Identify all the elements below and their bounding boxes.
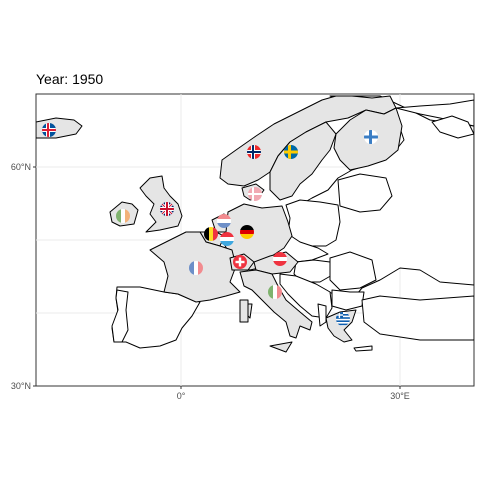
- y-tick-label: 60°N: [11, 162, 31, 172]
- belgium-flag-icon: [204, 227, 218, 241]
- country-turkey: [361, 295, 474, 341]
- x-axis: 0° 30°E: [177, 386, 410, 401]
- country-sweden: [269, 121, 337, 201]
- country-crete: [353, 345, 373, 352]
- country-bulgaria: [331, 289, 365, 311]
- switzerland-flag-icon: [233, 255, 247, 269]
- luxembourg-flag-icon: [220, 232, 234, 246]
- country-portugal: [111, 289, 129, 343]
- finland-flag-icon: [364, 130, 378, 144]
- plot-title: Year: 1950: [36, 71, 104, 87]
- ireland-flag-icon: [116, 209, 130, 223]
- iceland-flag-icon: [42, 123, 56, 137]
- x-tick-label: 30°E: [390, 391, 410, 401]
- country-hungary: [293, 259, 335, 283]
- y-axis: 60°N 30°N: [11, 162, 36, 391]
- country-italy: [239, 269, 313, 339]
- denmark-flag-icon: [248, 187, 262, 201]
- sweden-flag-icon: [284, 145, 298, 159]
- france-flag-icon: [189, 261, 203, 275]
- country-sardinia: [239, 299, 249, 323]
- uk-flag-icon: [160, 202, 174, 216]
- netherlands-flag-icon: [217, 214, 231, 228]
- country-united-kingdom: [139, 175, 183, 233]
- x-tick-label: 0°: [177, 391, 186, 401]
- country-white-sea-coast: [431, 115, 474, 139]
- y-tick-label: 30°N: [11, 381, 31, 391]
- country-sicily: [269, 341, 293, 353]
- germany-flag-icon: [240, 225, 254, 239]
- country-romania: [329, 251, 377, 291]
- countries: [36, 95, 474, 353]
- greece-flag-icon: [336, 312, 350, 326]
- austria-flag-icon: [273, 252, 287, 266]
- norway-flag-icon: [247, 145, 261, 159]
- italy-flag-icon: [268, 285, 282, 299]
- country-baltics: [337, 173, 393, 213]
- country-albania: [317, 303, 327, 327]
- flag-markers: [42, 123, 378, 326]
